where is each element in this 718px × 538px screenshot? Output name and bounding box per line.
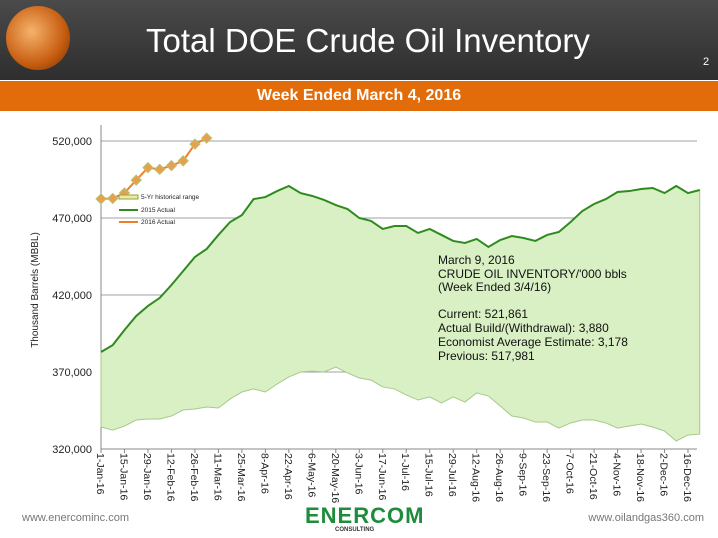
x-tick-label: 17-Jun-16 [376,453,388,500]
point-2016 [177,155,189,167]
x-tick-label: 7-Oct-16 [564,453,576,494]
x-tick-label: 22-Apr-16 [282,453,294,500]
x-tick-label: 29-Jan-16 [141,453,153,500]
x-tick-label: 20-May-16 [329,453,341,503]
x-tick-label: 8-Apr-16 [258,453,270,494]
x-tick-label: 1-Jul-16 [399,453,411,491]
point-2016 [107,192,119,205]
header-bar: Total DOE Crude Oil Inventory 2 [0,0,718,80]
legend-label-range: 5-Yr historical range [141,194,200,201]
annotation-previous: Previous: 517,981 [438,349,535,363]
footer-left-url[interactable]: www.enercominc.com [22,512,129,524]
page-title: Total DOE Crude Oil Inventory [146,22,590,59]
x-tick-label: 11-Mar-16 [211,453,223,501]
point-2016 [130,174,142,186]
legend-label-2015: 2015 Actual [141,207,176,214]
point-2016 [153,163,166,176]
line-2016-actual [100,137,208,200]
x-tick-label: 26-Feb-16 [188,453,200,502]
x-tick-label: 18-Nov-16 [634,453,646,502]
point-2016 [189,138,201,150]
annotation-date: March 9, 2016 [438,253,515,267]
x-tick-label: 12-Feb-16 [164,453,176,502]
line-2015-actual [100,184,700,353]
y-tick-label: 320,000 [52,444,92,456]
annotation-title: CRUDE OIL INVENTORY/'000 bbls [438,267,627,281]
y-tick-label: 420,000 [52,290,92,302]
x-tick-label: 15-Jan-16 [117,453,129,500]
point-2016 [200,132,213,144]
x-tick-label: 2-Dec-16 [658,453,670,496]
annotation-estimate: Economist Average Estimate: 3,178 [438,335,628,349]
legend-swatch-range [118,194,139,200]
x-tick-label: 23-Sep-16 [540,453,552,502]
annotation-build: Actual Build/(Withdrawal): 3,880 [438,321,609,335]
x-tick-label: 9-Sep-16 [517,453,529,496]
y-tick-label: 520,000 [52,136,92,148]
y-axis-label: Thousand Barrels (MBBL) [30,232,41,348]
y-tick-label: 470,000 [52,213,92,225]
x-tick-label: 12-Aug-16 [470,453,482,502]
company-logo [6,6,70,70]
page-number: 2 [703,56,710,68]
x-tick-label: 15-Jul-16 [423,453,435,497]
x-tick-label: 21-Oct-16 [587,453,599,500]
y-tick-label: 370,000 [52,367,92,379]
subtitle-band: Week Ended March 4, 2016 [0,81,718,111]
annotation-current: Current: 521,861 [438,307,528,321]
x-tick-label: 3-Jun-16 [352,453,364,495]
footer-right-url[interactable]: www.oilandgas360.com [588,512,704,524]
annotation-week: (Week Ended 3/4/16) [438,280,551,294]
point-2016 [165,159,178,172]
historical-range-area [100,185,701,442]
x-tick-label: 16-Dec-16 [681,453,693,502]
x-tick-label: 26-Aug-16 [493,453,505,502]
enercom-logo: ENERCOM [305,503,425,528]
point-2016 [142,161,154,174]
x-tick-label: 25-Mar-16 [235,453,247,502]
x-tick-label: 6-May-16 [305,453,317,498]
legend-label-2016: 2016 Actual [141,219,176,226]
x-tick-label: 1-Jan-16 [94,453,106,495]
point-2016 [95,193,107,205]
enercom-logo-sub: CONSULTING [335,527,375,533]
x-tick-label: 29-Jul-16 [446,453,458,497]
x-tick-label: 4-Nov-16 [611,453,623,496]
